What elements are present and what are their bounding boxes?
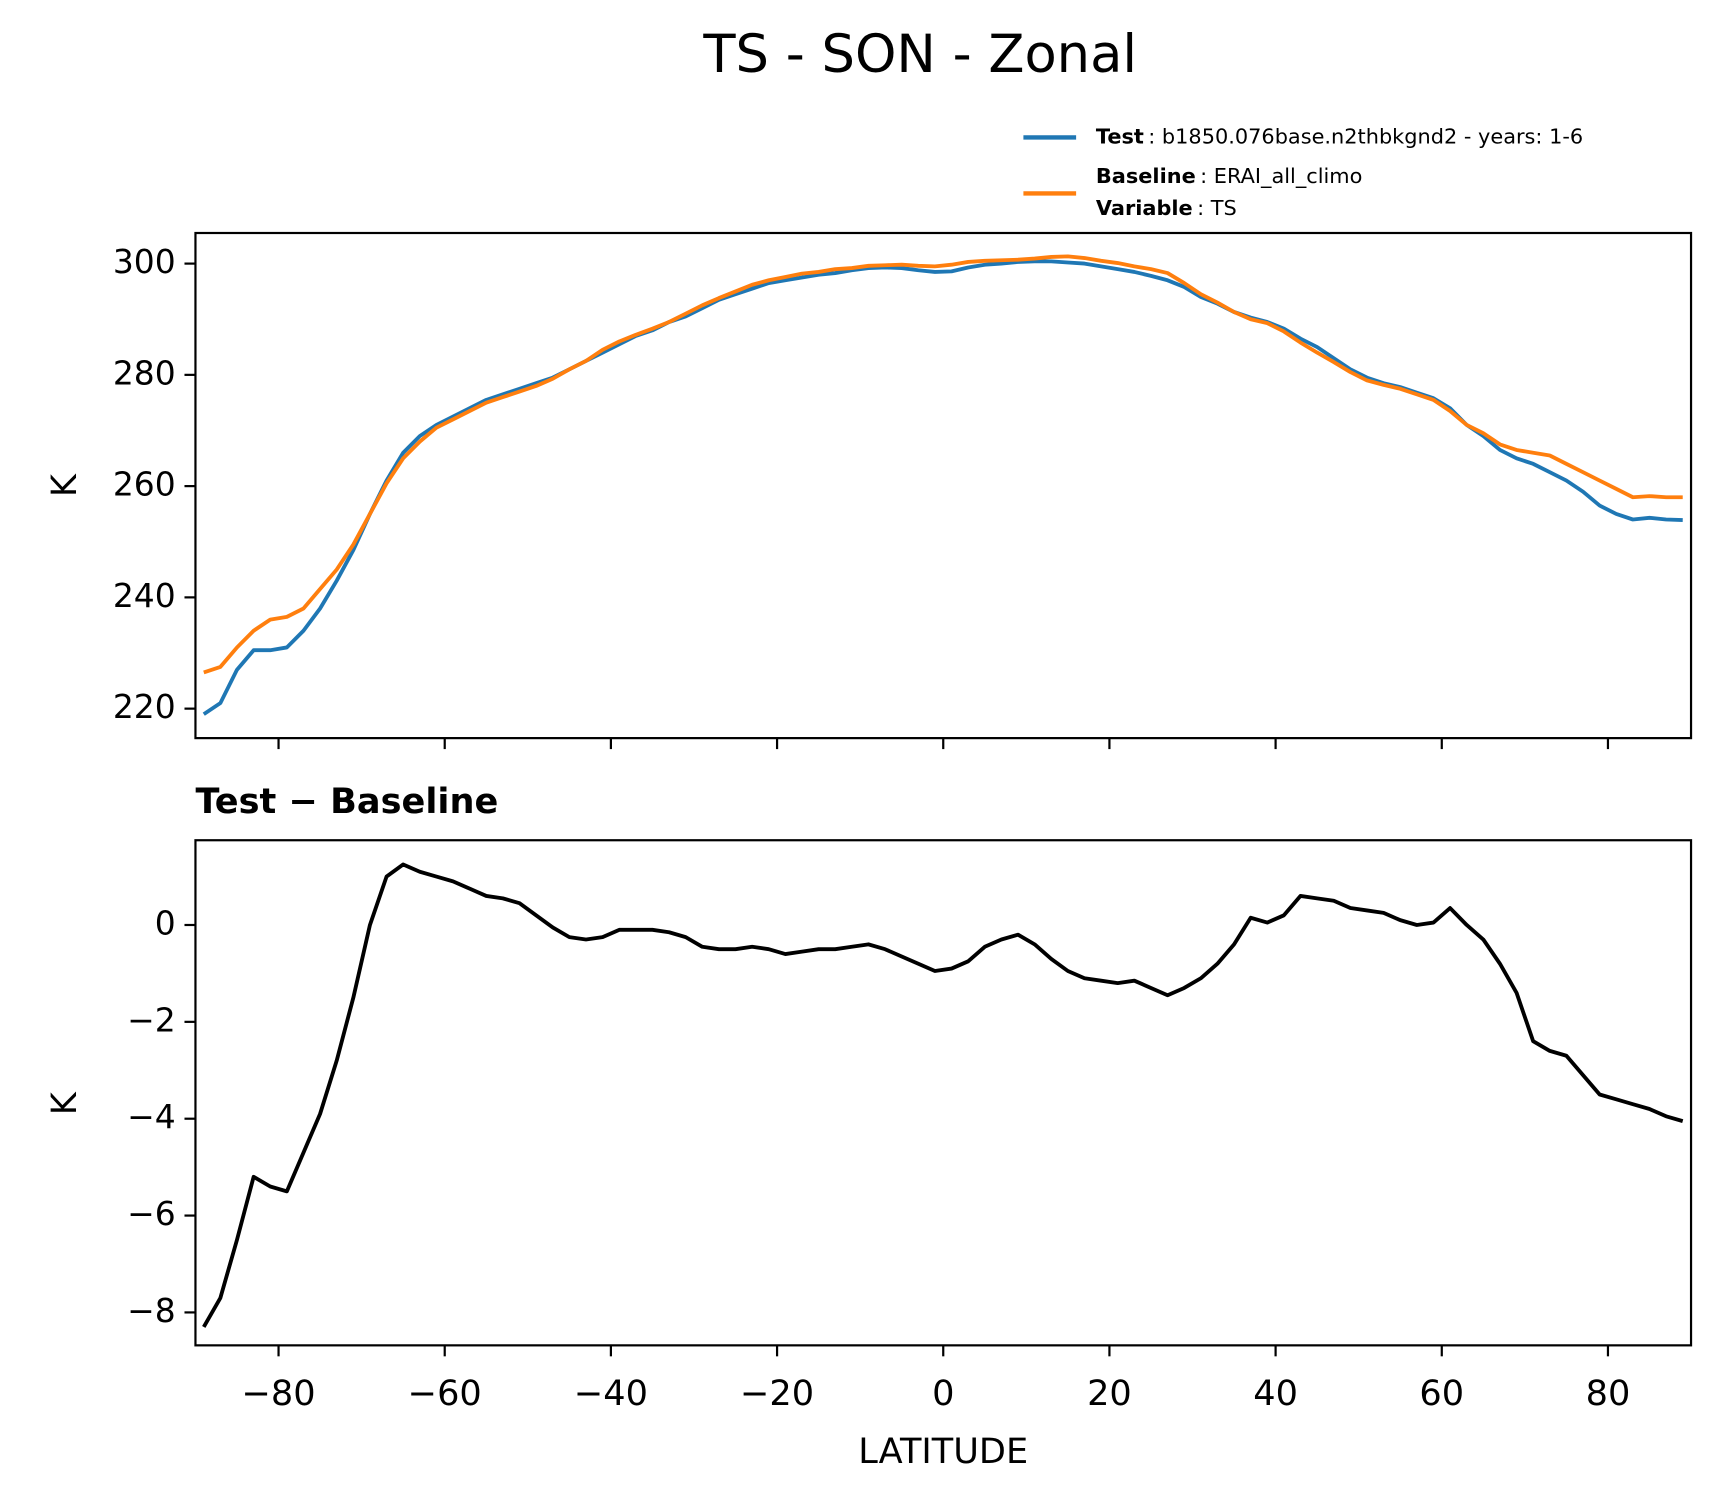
y-tick-label: −2 [127, 1000, 176, 1039]
legend-text: Test: b1850.076base.n2thbkgnd2 - years: … [1096, 124, 1583, 148]
y-tick-label: 0 [155, 903, 176, 942]
y-tick-label: −4 [127, 1097, 176, 1136]
plot-area [202, 862, 1684, 1328]
legend-name: Baseline [1096, 164, 1196, 188]
y-tick-label: 280 [113, 353, 176, 392]
y-tick-label: −6 [127, 1194, 176, 1233]
x-axis-label: LATITUDE [858, 1431, 1028, 1472]
x-tick-label: −20 [740, 1373, 814, 1414]
plot-frame [194, 231, 1693, 740]
y-tick-label: −8 [127, 1291, 176, 1330]
legend-name: Test [1096, 124, 1144, 148]
legend-description: : b1850.076base.n2thbkgnd2 - years: 1-6 [1148, 124, 1583, 148]
plot-area [202, 254, 1683, 716]
x-tick-label: −60 [408, 1373, 482, 1414]
plot-frame [194, 839, 1693, 1347]
data-line [202, 862, 1684, 1328]
legend-text: Baseline: ERAI_all_climo [1096, 164, 1363, 189]
legend-text: Variable: TS [1096, 196, 1237, 220]
legend-name: Variable [1096, 196, 1193, 220]
figure-title: TS - SON - Zonal [702, 24, 1137, 85]
x-tick-label: −40 [574, 1373, 648, 1414]
y-tick-label: 220 [113, 687, 176, 726]
x-tick-label: 40 [1253, 1373, 1298, 1414]
x-tick-label: 0 [932, 1373, 954, 1414]
y-axis-label: K [44, 1091, 85, 1115]
x-tick-label: 60 [1419, 1373, 1464, 1414]
x-tick-label: −80 [241, 1373, 315, 1414]
x-tick-label: 20 [1087, 1373, 1132, 1414]
panel-title: Test − Baseline [195, 781, 498, 822]
x-tick-label: 80 [1586, 1373, 1631, 1414]
data-line [203, 254, 1683, 675]
y-axis-label: K [44, 473, 85, 497]
y-tick-label: 260 [113, 465, 176, 504]
legend-description: : ERAI_all_climo [1200, 164, 1362, 189]
legend-description: : TS [1197, 196, 1237, 220]
y-tick-label: 240 [113, 576, 176, 615]
y-tick-label: 300 [113, 242, 176, 281]
